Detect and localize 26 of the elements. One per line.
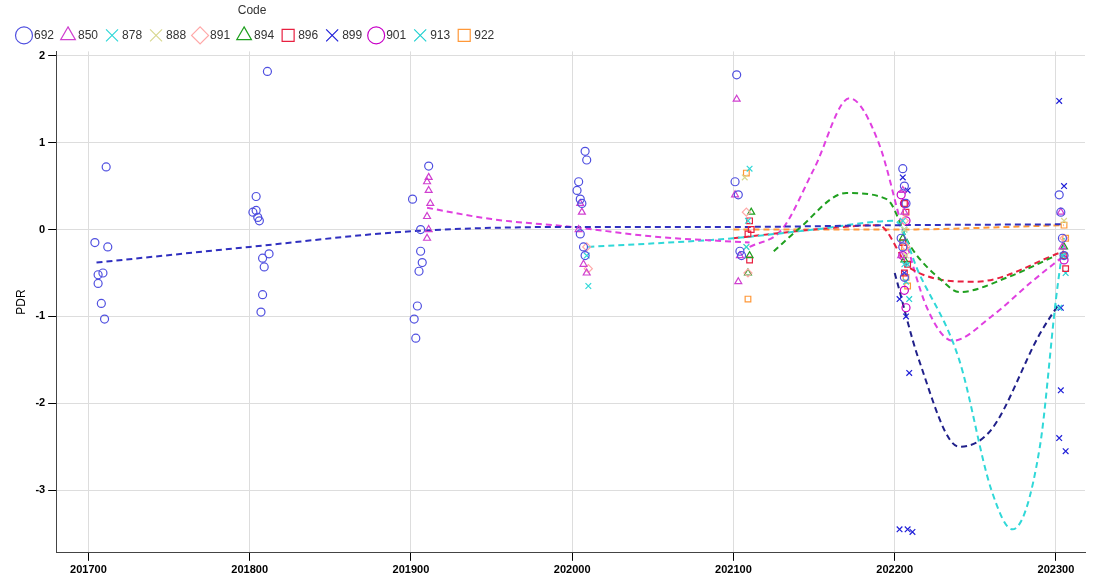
x-tick-label: 202300 (1037, 563, 1075, 576)
legend-label: 899 (342, 27, 363, 42)
legend-label: 850 (78, 27, 99, 42)
x-tick-label: 201900 (392, 563, 430, 576)
legend-label: 901 (386, 27, 407, 42)
y-axis-title: PDR (13, 289, 28, 315)
x-tick-label: 202200 (876, 563, 914, 576)
legend-label: 878 (122, 27, 143, 42)
legend-label: 692 (34, 27, 55, 42)
legend-label: 894 (254, 27, 275, 42)
x-tick-label: 201800 (231, 563, 269, 576)
legend-label: 913 (430, 27, 451, 42)
y-tick-label: 0 (39, 222, 46, 235)
legend-title: Code (237, 3, 267, 18)
legend-label: 891 (210, 27, 231, 42)
x-tick-label: 202000 (553, 563, 591, 576)
y-tick-label: -3 (35, 483, 46, 496)
y-tick-label: -1 (35, 309, 46, 322)
legend-label: 896 (298, 27, 319, 42)
y-tick-label: 2 (39, 48, 46, 61)
legend-label: 922 (474, 27, 495, 42)
legend-label: 888 (166, 27, 187, 42)
x-tick-label: 202100 (715, 563, 752, 576)
y-tick-label: 1 (39, 135, 46, 148)
x-tick-label: 201700 (70, 563, 107, 576)
y-tick-label: -2 (35, 396, 46, 409)
